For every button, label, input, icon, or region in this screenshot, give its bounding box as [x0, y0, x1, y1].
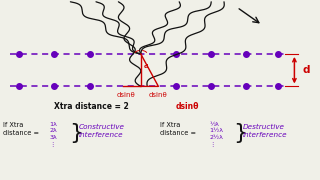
Text: d: d [302, 65, 310, 75]
Text: }: } [69, 123, 83, 143]
Text: ½λ
1½λ
2½λ
⋮: ½λ 1½λ 2½λ ⋮ [210, 122, 224, 146]
Text: 1λ
2λ
3λ
⋮: 1λ 2λ 3λ ⋮ [50, 122, 58, 146]
Text: Constructive
interference: Constructive interference [78, 124, 124, 138]
Text: dsinθ: dsinθ [149, 92, 168, 98]
Text: Xtra distance = 2: Xtra distance = 2 [54, 102, 129, 111]
Text: d: d [144, 64, 148, 69]
Text: dsinθ: dsinθ [117, 92, 136, 98]
Text: }: } [234, 123, 248, 143]
Text: Destructive
interference: Destructive interference [243, 124, 287, 138]
Text: If Xtra
distance =: If Xtra distance = [160, 122, 196, 136]
Text: If Xtra
distance =: If Xtra distance = [3, 122, 39, 136]
Text: dsinθ: dsinθ [176, 102, 199, 111]
